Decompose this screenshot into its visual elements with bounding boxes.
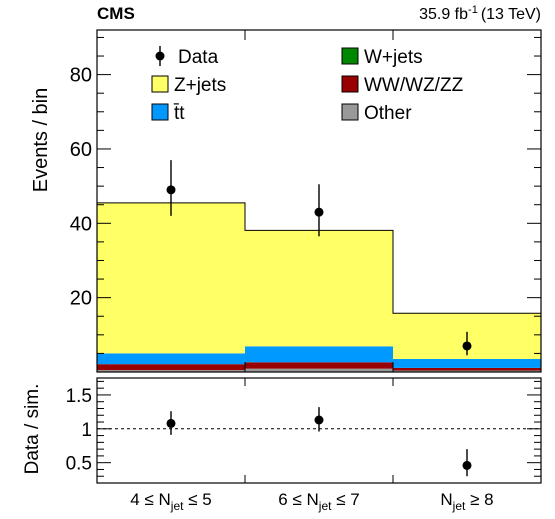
- ratio-y-tick-label: 1.5: [66, 386, 92, 407]
- main-plot-frame: [96, 29, 542, 373]
- axis-ticks: 20 40 60 80 0.5 1 1.5 4 ≤ Njet ≤ 5 6 ≤ Njet ≤ 7 N…: [66, 30, 541, 513]
- legend-label: Data: [178, 47, 219, 68]
- stack-bar-0-bin-2: [393, 370, 541, 372]
- y-tick-label: 40: [70, 213, 92, 235]
- x-category-label: Njet ≥ 8: [440, 490, 493, 513]
- data-point: [314, 207, 324, 217]
- legend-label: WW/WZ/ZZ: [364, 75, 464, 96]
- ratio-panel: [97, 407, 541, 477]
- legend-swatch: [341, 75, 359, 93]
- ratio-y-axis-label: Data / sim.: [22, 384, 43, 475]
- legend-label: t̄t: [173, 103, 185, 124]
- stack-bar-1-bin-1: [245, 362, 393, 369]
- ratio-y-tick-label: 0.5: [66, 454, 92, 475]
- y-tick-label: 60: [70, 139, 92, 161]
- ratio-point: [314, 415, 324, 425]
- stack-bar-1-bin-0: [97, 364, 245, 371]
- stack-bar-1-bin-2: [393, 367, 541, 371]
- ratio-point: [166, 418, 176, 428]
- luminosity-label: 35.9 fb-1 (13 TeV): [419, 4, 541, 23]
- legend-label: Z+jets: [174, 75, 226, 96]
- legend-data-marker: [155, 51, 165, 61]
- stack-bar-0-bin-0: [97, 370, 245, 372]
- legend-swatch: [151, 103, 169, 121]
- y-axis-label: Events / bin: [30, 88, 52, 193]
- ratio-y-tick-label: 1: [81, 420, 92, 441]
- ratio-point: [462, 460, 472, 470]
- axes-frames: [96, 29, 542, 484]
- stack-bar-3-bin-0: [97, 353, 245, 365]
- stack-bar-4-bin-0: [97, 202, 245, 354]
- stack-bar-4-bin-1: [245, 230, 393, 347]
- legend-swatch: [341, 103, 359, 121]
- legend-label: W+jets: [364, 47, 423, 68]
- stack-bar-0-bin-1: [245, 368, 393, 372]
- legend: Data Z+jets t̄t W+jets WW/WZ/ZZ Other: [151, 46, 464, 124]
- legend-label: Other: [364, 103, 412, 124]
- y-tick-label: 80: [70, 65, 92, 87]
- data-point: [462, 341, 472, 351]
- x-category-label: 4 ≤ Njet ≤ 5: [130, 490, 211, 513]
- data-points: [166, 160, 472, 356]
- x-category-label: 6 ≤ Njet ≤ 7: [278, 490, 359, 513]
- experiment-label: CMS: [97, 4, 135, 23]
- legend-swatch: [341, 47, 359, 65]
- stack-bar-3-bin-1: [245, 346, 393, 363]
- data-point: [166, 185, 176, 195]
- ratio-plot-frame: [96, 377, 542, 484]
- legend-swatch: [151, 75, 169, 93]
- y-tick-label: 20: [70, 288, 92, 310]
- stack-bar-3-bin-2: [393, 358, 541, 368]
